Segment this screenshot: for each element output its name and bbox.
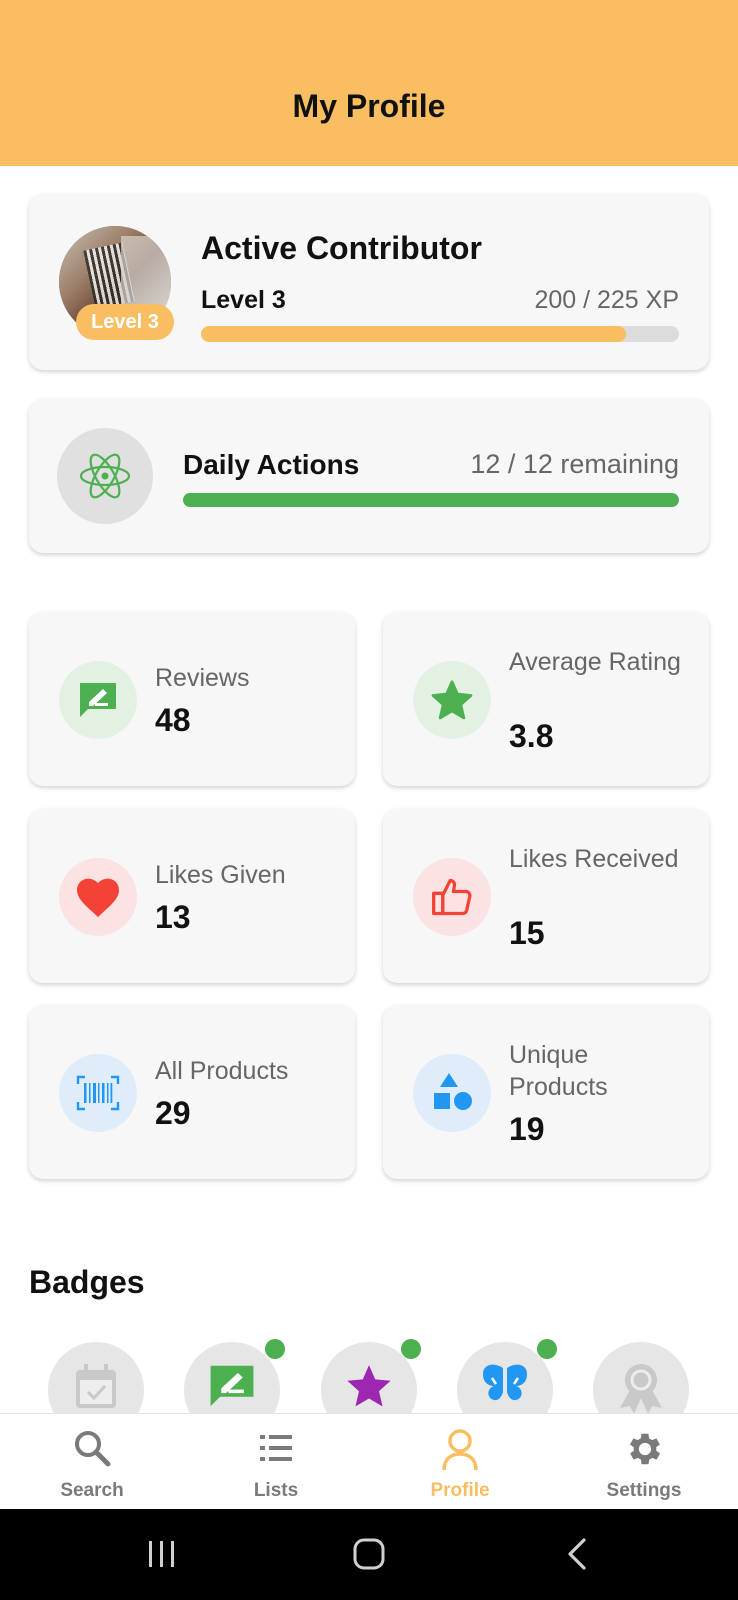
stat-card-likes-given[interactable]: Likes Given 13 bbox=[29, 809, 355, 983]
daily-progress-bar bbox=[183, 493, 679, 507]
nav-label: Lists bbox=[253, 1480, 299, 1501]
stat-value: 3.8 bbox=[509, 718, 554, 754]
stat-card-all-products[interactable]: All Products 29 bbox=[29, 1005, 355, 1179]
xp-progress-fill bbox=[201, 326, 626, 342]
stat-icon-circle bbox=[59, 661, 137, 739]
stat-card-unique-products[interactable]: Unique Products 19 bbox=[383, 1005, 709, 1179]
stat-icon-circle bbox=[413, 661, 491, 739]
xp-progress-bar bbox=[201, 326, 679, 342]
stat-value: 15 bbox=[509, 915, 545, 951]
star-icon bbox=[431, 680, 473, 720]
butterfly-icon bbox=[483, 1364, 527, 1401]
award-icon bbox=[620, 1364, 662, 1414]
back-button[interactable] bbox=[547, 1531, 607, 1577]
status-bar bbox=[0, 0, 738, 60]
badge-earned-dot bbox=[401, 1339, 421, 1359]
recent-apps-icon bbox=[149, 1541, 174, 1567]
stat-label: All Products bbox=[155, 1057, 289, 1085]
level-label: Level 3 bbox=[201, 286, 286, 314]
stat-icon-circle bbox=[59, 1054, 137, 1132]
barcode-icon bbox=[76, 1075, 120, 1111]
stat-value: 19 bbox=[509, 1111, 545, 1147]
shapes-icon bbox=[434, 1073, 472, 1110]
stat-value: 48 bbox=[155, 702, 191, 738]
calendar-check-icon bbox=[76, 1364, 116, 1408]
stat-label: Average Rating bbox=[509, 648, 681, 676]
stat-icon-circle bbox=[413, 858, 491, 936]
gear-icon bbox=[629, 1433, 661, 1465]
review-icon bbox=[210, 1365, 254, 1407]
bottom-nav: Search Lists Profile Settings bbox=[0, 1413, 738, 1509]
stat-label: Unique Products bbox=[509, 1041, 608, 1101]
daily-actions-title: Daily Actions bbox=[183, 449, 360, 480]
back-icon bbox=[568, 1538, 586, 1570]
badge-earned-dot bbox=[537, 1339, 557, 1359]
list-icon bbox=[260, 1435, 292, 1461]
badge-earned-dot bbox=[265, 1339, 285, 1359]
atom-icon bbox=[79, 453, 131, 499]
daily-progress-fill bbox=[183, 493, 679, 507]
badges-title: Badges bbox=[29, 1264, 145, 1300]
star-icon bbox=[347, 1365, 391, 1407]
nav-search[interactable]: Search bbox=[0, 1414, 184, 1510]
search-icon bbox=[75, 1431, 111, 1467]
daily-remaining-text: 12 / 12 remaining bbox=[470, 449, 679, 479]
nav-label: Search bbox=[60, 1480, 124, 1501]
stat-label: Likes Received bbox=[509, 845, 679, 873]
stat-label: Likes Given bbox=[155, 861, 286, 889]
review-icon bbox=[80, 683, 116, 717]
profile-card[interactable]: Level 3 Active Contributor Level 3 200 /… bbox=[29, 194, 709, 370]
home-button[interactable] bbox=[339, 1531, 399, 1577]
stat-icon-circle bbox=[413, 1054, 491, 1132]
daily-icon-circle bbox=[57, 428, 153, 524]
nav-lists[interactable]: Lists bbox=[184, 1414, 368, 1510]
system-nav-bar bbox=[0, 1509, 738, 1600]
stat-label: Reviews bbox=[155, 664, 250, 692]
page-title: My Profile bbox=[292, 88, 446, 124]
stat-value: 29 bbox=[155, 1095, 191, 1131]
contributor-title: Active Contributor bbox=[201, 230, 482, 266]
nav-label: Profile bbox=[430, 1480, 490, 1501]
recent-apps-button[interactable] bbox=[132, 1531, 192, 1577]
stat-card-likes-received[interactable]: Likes Received 15 bbox=[383, 809, 709, 983]
thumbs-up-icon bbox=[432, 878, 472, 916]
stat-card-reviews[interactable]: Reviews 48 bbox=[29, 612, 355, 786]
xp-text: 200 / 225 XP bbox=[534, 286, 679, 314]
daily-actions-card[interactable]: Daily Actions 12 / 12 remaining bbox=[29, 399, 709, 553]
nav-profile[interactable]: Profile bbox=[368, 1414, 552, 1510]
stat-icon-circle bbox=[59, 858, 137, 936]
heart-icon bbox=[77, 878, 119, 917]
nav-settings[interactable]: Settings bbox=[552, 1414, 736, 1510]
home-icon bbox=[353, 1538, 385, 1570]
app-header: My Profile bbox=[0, 0, 738, 166]
person-icon bbox=[442, 1429, 478, 1471]
nav-label: Settings bbox=[606, 1480, 682, 1501]
stat-value: 13 bbox=[155, 899, 191, 935]
stat-card-average-rating[interactable]: Average Rating 3.8 bbox=[383, 612, 709, 786]
level-badge: Level 3 bbox=[76, 304, 174, 340]
